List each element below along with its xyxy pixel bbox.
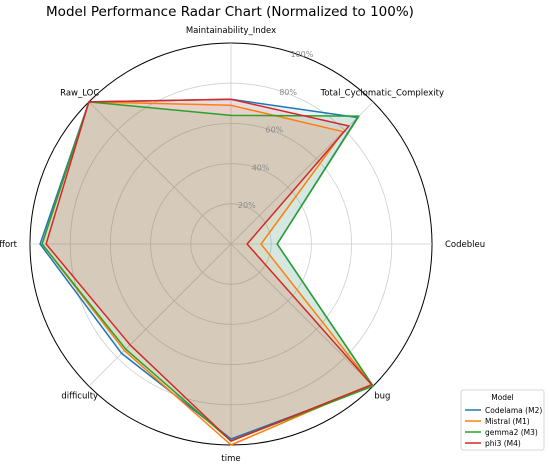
legend: Model Codelama (M2) Mistral (M1) gemma2 (M3… bbox=[460, 389, 545, 451]
r-tick-label: 40% bbox=[252, 164, 270, 173]
series-line-3 bbox=[45, 98, 373, 442]
legend-title: Model bbox=[491, 393, 514, 402]
legend-frame bbox=[460, 389, 545, 451]
r-tick-label: 80% bbox=[279, 88, 297, 97]
grid-layer bbox=[29, 42, 433, 446]
axis-label-time: time bbox=[221, 454, 240, 464]
r-tick-label: 20% bbox=[238, 201, 256, 210]
series-fill-1 bbox=[42, 101, 372, 446]
r-tick-label: 100% bbox=[290, 50, 313, 59]
legend-label-0: Codelama (M2) bbox=[485, 406, 542, 415]
chart-title: Model Performance Radar Chart (Normalize… bbox=[46, 4, 414, 20]
legend-label-2: gemma2 (M3) bbox=[485, 428, 538, 437]
axis-label-codebleu: Codebleu bbox=[445, 240, 485, 250]
spoke-line bbox=[88, 243, 232, 387]
legend-label-1: Mistral (M1) bbox=[485, 417, 530, 426]
fills-layer bbox=[40, 99, 374, 446]
series-fill-2 bbox=[42, 101, 374, 442]
spoke-line bbox=[88, 101, 232, 245]
series-lines-layer bbox=[39, 98, 374, 446]
axis-label-raw-loc: Raw_LOC bbox=[60, 89, 99, 99]
axis-label-effort: effort bbox=[0, 240, 18, 250]
axis-label-maintainability-index: Maintainability_Index bbox=[186, 26, 276, 36]
axis-labels-layer: 20% 40% 60% 80% 100% Maintainability_Index Tot… bbox=[0, 26, 485, 464]
r-tick-label: 60% bbox=[266, 126, 284, 135]
axis-label-difficulty: difficulty bbox=[61, 391, 98, 401]
spoke-line bbox=[230, 243, 374, 387]
axis-label-total-cyclomatic-complexity: Total_Cyclomatic_Complexity bbox=[320, 89, 444, 99]
series-fill-3 bbox=[46, 99, 372, 442]
axis-label-bug: bug bbox=[374, 391, 390, 401]
legend-label-3: phi3 (M4) bbox=[485, 439, 521, 448]
